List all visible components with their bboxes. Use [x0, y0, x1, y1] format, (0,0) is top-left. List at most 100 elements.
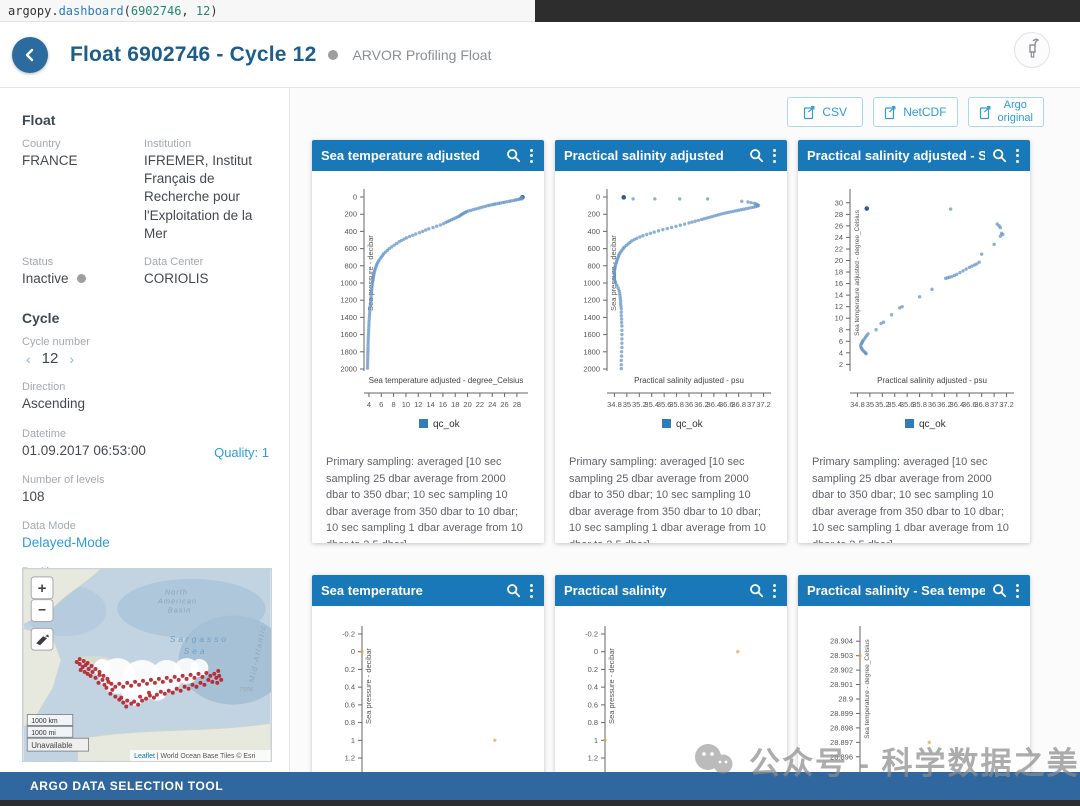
magnifier-icon[interactable] — [506, 148, 521, 163]
window-dark-strip — [535, 0, 1080, 22]
kebab-menu-icon[interactable] — [528, 146, 535, 166]
svg-text:18: 18 — [835, 268, 843, 277]
svg-text:12: 12 — [835, 302, 843, 311]
scale-mi: 1000 mi — [31, 730, 56, 737]
svg-text:0.4: 0.4 — [345, 683, 355, 692]
svg-text:35: 35 — [866, 400, 874, 409]
magnifier-icon[interactable] — [992, 583, 1007, 598]
svg-text:34.8: 34.8 — [850, 400, 865, 409]
svg-text:0: 0 — [351, 647, 355, 656]
svg-text:10: 10 — [835, 314, 843, 323]
svg-text:0.6: 0.6 — [588, 700, 598, 709]
levels-value: 108 — [22, 488, 45, 504]
map-attribution: Leaflet | World Ocean Base Tiles © Esri — [134, 752, 256, 760]
svg-text:Sea pressure - decibar: Sea pressure - decibar — [366, 235, 375, 311]
svg-text:0.8: 0.8 — [345, 718, 355, 727]
prev-cycle-button[interactable]: ‹ — [26, 350, 31, 367]
window-bottom-strip — [0, 800, 1080, 806]
svg-text:1200: 1200 — [583, 296, 600, 305]
svg-text:600: 600 — [587, 244, 600, 253]
leaflet-map[interactable]: North American Basin Sargasso Sea Mid-At… — [22, 568, 272, 762]
kebab-menu-icon[interactable] — [1014, 146, 1021, 166]
export-buttons: CSV NetCDF Argo original — [787, 97, 1044, 127]
map-label-sargasso: Sargasso — [170, 634, 229, 644]
svg-text:28.897: 28.897 — [830, 738, 853, 747]
svg-text:1400: 1400 — [583, 313, 600, 322]
svg-text:4: 4 — [839, 348, 843, 357]
zoom-out-button[interactable]: − — [38, 602, 46, 618]
svg-text:1: 1 — [594, 736, 598, 745]
kebab-menu-icon[interactable] — [771, 581, 778, 601]
export-csv-button[interactable]: CSV — [787, 97, 864, 127]
panel-header: Practical salinity - Sea temper — [798, 575, 1030, 606]
svg-text:1: 1 — [351, 736, 355, 745]
status-label: Status — [22, 256, 54, 269]
sampling-caption: Primary sampling: averaged [10 sec sampl… — [326, 456, 523, 543]
svg-text:24: 24 — [835, 233, 843, 242]
export-argo-original-button[interactable]: Argo original — [967, 97, 1044, 127]
svg-text:30: 30 — [835, 198, 843, 207]
svg-text:28.903: 28.903 — [830, 651, 853, 660]
code-arg-wmo: 6902746 — [130, 4, 182, 18]
map-label-basin3: Basin — [168, 606, 191, 615]
svg-text:1800: 1800 — [340, 347, 357, 356]
svg-text:16: 16 — [439, 400, 447, 409]
datamode-value[interactable]: Delayed-Mode — [22, 534, 110, 550]
svg-text:28.904: 28.904 — [830, 637, 853, 646]
scatter-chart: -0.2 0 0.2 0.4 0.6 0.8 1 1.2 Sea pressure - deci… — [555, 606, 787, 772]
svg-text:1600: 1600 — [583, 330, 600, 339]
panel-sea-temperature-adjusted: Sea temperature adjusted 0 200 400 600 800 10… — [312, 140, 544, 543]
svg-text:1400: 1400 — [340, 313, 357, 322]
svg-text:36.2: 36.2 — [694, 400, 709, 409]
svg-text:16: 16 — [835, 279, 843, 288]
code-paren: ( — [123, 4, 131, 18]
map-label-basin2: American — [157, 597, 197, 606]
status-value: Inactive — [22, 270, 140, 288]
layers-icon — [36, 634, 50, 646]
magnifier-icon[interactable] — [749, 583, 764, 598]
magnifier-icon[interactable] — [749, 148, 764, 163]
datamode-label: Data Mode — [22, 519, 76, 532]
svg-text:Sea pressure - decibar: Sea pressure - decibar — [607, 648, 616, 724]
svg-text:Sea temperature - degree_Celsi: Sea temperature - degree_Celsius — [864, 639, 871, 739]
back-button[interactable] — [12, 36, 48, 73]
sampling-caption: Primary sampling: averaged [10 sec sampl… — [569, 456, 766, 543]
magnifier-icon[interactable] — [992, 148, 1007, 163]
sampling-caption: Primary sampling: averaged [10 sec sampl… — [812, 456, 1009, 543]
svg-text:0.4: 0.4 — [588, 683, 598, 692]
main-content: CSV NetCDF Argo original Sea temperature … — [290, 88, 1080, 772]
kebab-menu-icon[interactable] — [771, 146, 778, 166]
export-netcdf-button[interactable]: NetCDF — [873, 97, 958, 127]
svg-text:1000: 1000 — [583, 279, 600, 288]
svg-text:0.2: 0.2 — [588, 665, 598, 674]
kebab-menu-icon[interactable] — [528, 581, 535, 601]
panel-ts-adjusted: Practical salinity adjusted - Se 2 4 6 8 10 1… — [798, 140, 1030, 543]
svg-text:35.4: 35.4 — [887, 400, 902, 409]
scatter-chart: -0.2 0 0.2 0.4 0.6 0.8 1 1.2 Sea pressure - deci… — [312, 606, 544, 772]
footer-label: ARGO DATA SELECTION TOOL — [30, 779, 224, 793]
scatter-chart: 0 200 400 600 800 1000 1200 1400 1600 1800 2000 Sea… — [312, 171, 544, 443]
svg-text:36.4: 36.4 — [707, 400, 722, 409]
zoom-in-button[interactable]: + — [38, 581, 47, 597]
institution-label: Institution — [144, 138, 192, 150]
svg-text:1800: 1800 — [583, 347, 600, 356]
float-section-heading: Float — [22, 112, 56, 128]
svg-text:36.6: 36.6 — [719, 400, 734, 409]
datetime-quality-link[interactable]: Quality: 1 — [214, 444, 269, 460]
inactive-dot — [76, 274, 86, 284]
svg-text:0.2: 0.2 — [345, 665, 355, 674]
kebab-menu-icon[interactable] — [1014, 581, 1021, 601]
cycle-number-stepper: ‹ 12 › — [22, 350, 271, 367]
country-value: FRANCE — [22, 153, 78, 168]
magnifier-icon[interactable] — [506, 583, 521, 598]
svg-text:18: 18 — [451, 400, 459, 409]
chart-title: Sea temperature — [321, 583, 423, 598]
svg-text:1000: 1000 — [340, 279, 357, 288]
svg-text:Sea temperature adjusted - deg: Sea temperature adjusted - degree_Celsiu… — [854, 209, 861, 335]
next-cycle-button[interactable]: › — [69, 350, 75, 367]
float-instrument-icon[interactable] — [1014, 32, 1050, 68]
svg-text:26: 26 — [500, 400, 508, 409]
sidebar: Float Country FRANCE Institution IFREMER… — [0, 88, 290, 772]
cycle-number-value: 12 — [41, 350, 59, 368]
